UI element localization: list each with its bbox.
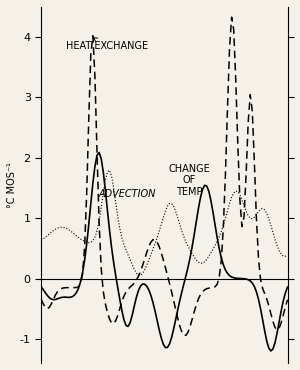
Text: CHANGE
OF
TEMP: CHANGE OF TEMP: [168, 164, 210, 197]
Text: HEAT EXCHANGE: HEAT EXCHANGE: [66, 38, 148, 51]
Y-axis label: °C MOS⁻¹: °C MOS⁻¹: [7, 162, 17, 208]
Text: ADVECTION: ADVECTION: [99, 189, 156, 199]
